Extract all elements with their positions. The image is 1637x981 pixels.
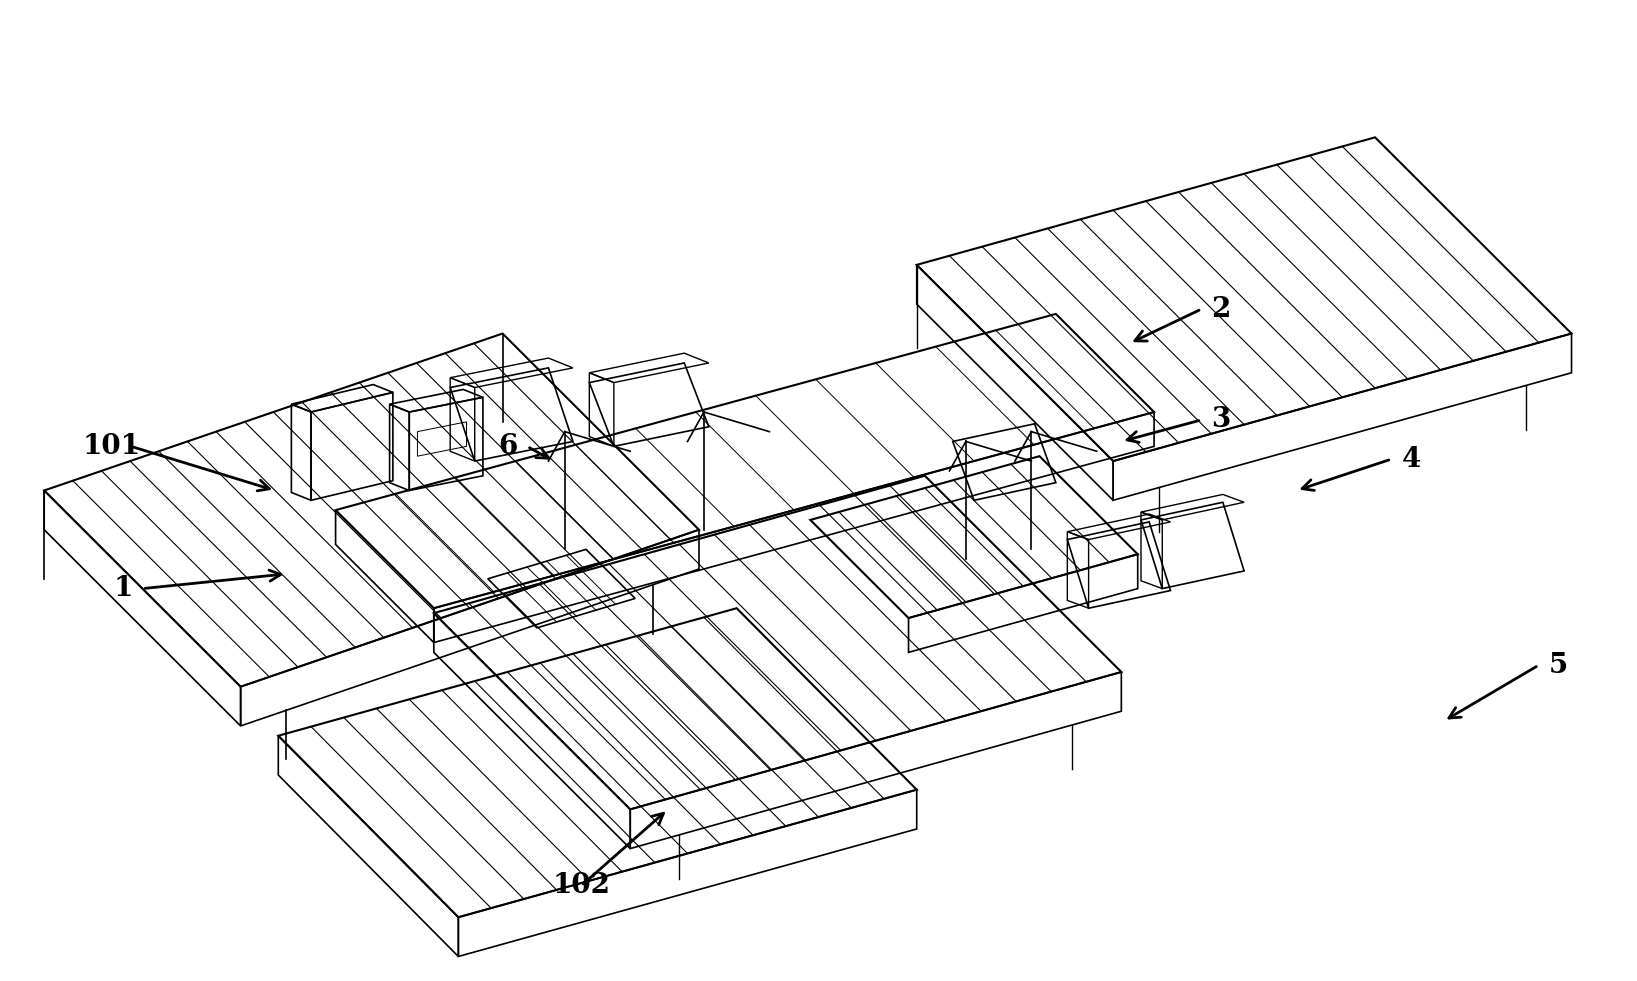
Text: 5: 5 [1549, 651, 1568, 679]
Text: 6: 6 [498, 433, 517, 460]
Text: 1: 1 [113, 575, 133, 602]
Text: 102: 102 [552, 872, 611, 900]
Text: 4: 4 [1401, 445, 1421, 473]
Text: 101: 101 [82, 433, 141, 460]
Text: 2: 2 [1211, 295, 1231, 323]
Text: 3: 3 [1211, 406, 1231, 434]
